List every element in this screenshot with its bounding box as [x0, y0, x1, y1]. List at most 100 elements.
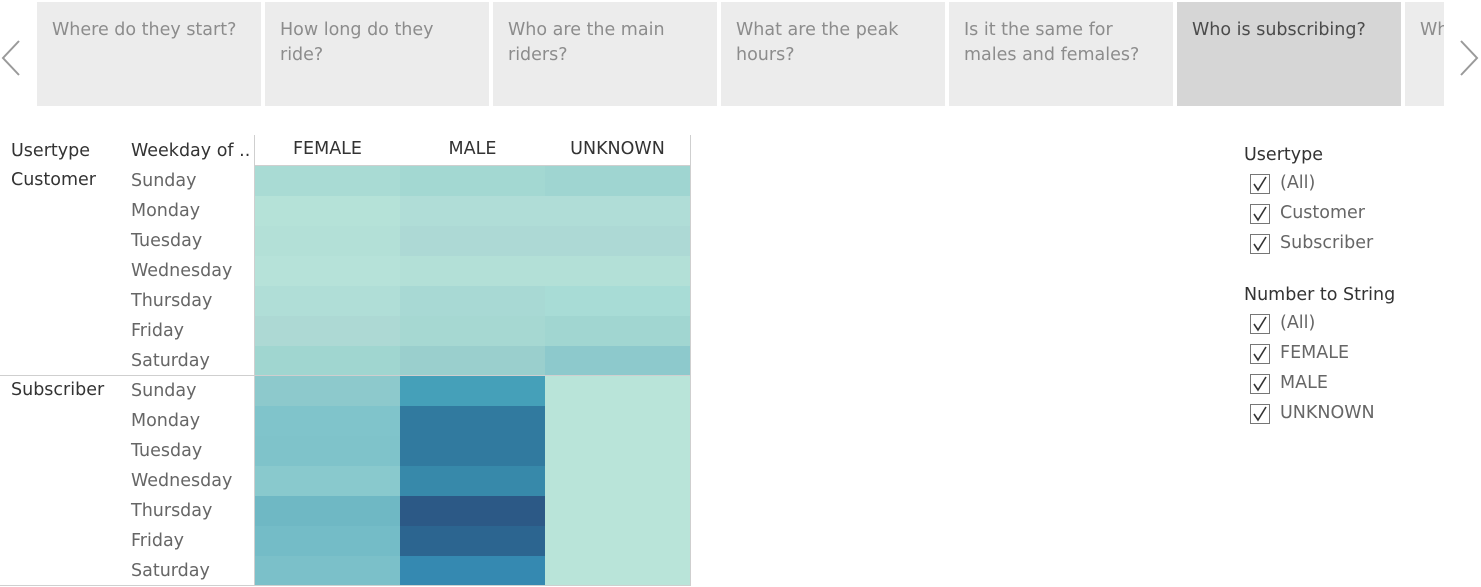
heatmap-cell[interactable]	[400, 406, 545, 436]
filter-option-label: Customer	[1280, 203, 1366, 223]
heatmap-cell[interactable]	[545, 316, 690, 346]
heatmap-cell[interactable]	[255, 196, 400, 226]
heatmap-cell[interactable]	[255, 346, 400, 376]
filter-option-label: MALE	[1280, 373, 1328, 393]
heatmap-cell[interactable]	[545, 466, 690, 496]
heatmap-cell[interactable]	[400, 556, 545, 586]
weekday-row-label[interactable]: Sunday	[131, 381, 197, 401]
heatmap-cell[interactable]	[255, 436, 400, 466]
heatmap-cell[interactable]	[400, 226, 545, 256]
header-divider	[255, 165, 691, 166]
story-point-tab[interactable]: Where do they start?	[37, 2, 261, 106]
checkbox[interactable]	[1250, 174, 1270, 194]
checkbox[interactable]	[1250, 374, 1270, 394]
bottom-border	[0, 585, 691, 586]
column-header-unknown[interactable]: UNKNOWN	[570, 139, 665, 159]
heatmap-cell[interactable]	[255, 256, 400, 286]
heatmap-cell[interactable]	[545, 556, 690, 586]
heatmap-cell[interactable]	[255, 376, 400, 406]
heatmap-cell[interactable]	[400, 436, 545, 466]
heatmap-cell[interactable]	[255, 466, 400, 496]
usertype-row-label[interactable]: Subscriber	[11, 380, 105, 400]
heatmap-cell[interactable]	[255, 526, 400, 556]
heatmap-cell[interactable]	[545, 196, 690, 226]
filter-option-label: (All)	[1280, 173, 1316, 193]
checkbox[interactable]	[1250, 204, 1270, 224]
story-point-label: What are the peak hours?	[736, 20, 899, 65]
weekday-row-label[interactable]: Friday	[131, 321, 185, 341]
group-divider	[0, 375, 691, 376]
story-point-label: Wh	[1420, 20, 1444, 40]
heatmap-cell[interactable]	[400, 346, 545, 376]
weekday-row-label[interactable]: Wednesday	[131, 261, 233, 281]
weekday-row-label[interactable]: Wednesday	[131, 471, 233, 491]
filter-option-label: (All)	[1280, 313, 1316, 333]
heatmap-cell[interactable]	[255, 556, 400, 586]
heatmap-cell[interactable]	[400, 496, 545, 526]
row-header-weekday[interactable]: Weekday of ..	[131, 141, 251, 161]
filter-option-label: Subscriber	[1280, 233, 1374, 253]
heatmap-cell[interactable]	[400, 526, 545, 556]
story-point-tab[interactable]: Who are the main riders?	[493, 2, 717, 106]
heatmap-cell[interactable]	[255, 496, 400, 526]
checkbox[interactable]	[1250, 314, 1270, 334]
usertype-row-label[interactable]: Customer	[11, 170, 97, 190]
heatmap-cell[interactable]	[545, 376, 690, 406]
story-point-tab[interactable]: What are the peak hours?	[721, 2, 945, 106]
weekday-row-label[interactable]: Monday	[131, 201, 201, 221]
weekday-row-label[interactable]: Thursday	[131, 291, 213, 311]
story-point-tab[interactable]: Who is subscribing?	[1177, 2, 1401, 106]
story-point-label: Where do they start?	[52, 20, 237, 40]
heatmap-cell[interactable]	[545, 166, 690, 196]
heatmap-cell[interactable]	[400, 316, 545, 346]
story-point-label: Is it the same for males and females?	[964, 20, 1140, 65]
heatmap-cell[interactable]	[255, 226, 400, 256]
heatmap-cell[interactable]	[255, 406, 400, 436]
heatmap-cell[interactable]	[545, 286, 690, 316]
checkbox[interactable]	[1250, 404, 1270, 424]
checkbox[interactable]	[1250, 344, 1270, 364]
filter-option-label: UNKNOWN	[1280, 403, 1375, 423]
weekday-row-label[interactable]: Friday	[131, 531, 185, 551]
heatmap-cell[interactable]	[400, 376, 545, 406]
story-point-tab[interactable]: How long do they ride?	[265, 2, 489, 106]
chevron-left-icon[interactable]	[0, 38, 22, 78]
right-border	[690, 135, 691, 586]
weekday-row-label[interactable]: Thursday	[131, 501, 213, 521]
heatmap-cell[interactable]	[400, 286, 545, 316]
heatmap-cell[interactable]	[545, 406, 690, 436]
weekday-row-label[interactable]: Saturday	[131, 351, 210, 371]
heatmap-cell[interactable]	[545, 436, 690, 466]
heatmap-cell[interactable]	[545, 226, 690, 256]
heatmap-cell[interactable]	[545, 526, 690, 556]
weekday-row-label[interactable]: Sunday	[131, 171, 197, 191]
heatmap-cell[interactable]	[400, 166, 545, 196]
story-navigator: Where do they start? How long do they rid…	[37, 0, 1444, 106]
heatmap-cell[interactable]	[255, 316, 400, 346]
row-header-usertype[interactable]: Usertype	[11, 141, 90, 161]
weekday-row-label[interactable]: Tuesday	[131, 441, 203, 461]
story-point-tab[interactable]: Is it the same for males and females?	[949, 2, 1173, 106]
filter-title: Number to String	[1244, 285, 1396, 305]
heatmap-cell[interactable]	[255, 166, 400, 196]
weekday-row-label[interactable]: Tuesday	[131, 231, 203, 251]
heatmap-cell[interactable]	[400, 466, 545, 496]
chevron-right-icon[interactable]	[1458, 38, 1480, 78]
heatmap-cell[interactable]	[545, 256, 690, 286]
story-point-label: Who is subscribing?	[1192, 20, 1366, 40]
story-point-tab[interactable]: Wh	[1405, 2, 1444, 106]
column-header-female[interactable]: FEMALE	[292, 139, 362, 159]
heatmap-cell[interactable]	[545, 346, 690, 376]
heatmap-cell[interactable]	[545, 496, 690, 526]
filter-title: Usertype	[1244, 145, 1323, 165]
vertical-divider	[254, 135, 255, 586]
weekday-row-label[interactable]: Monday	[131, 411, 201, 431]
column-header-male[interactable]: MALE	[448, 139, 497, 159]
checkbox[interactable]	[1250, 234, 1270, 254]
story-point-label: Who are the main riders?	[508, 20, 665, 65]
heatmap-cell[interactable]	[400, 256, 545, 286]
heatmap-cell[interactable]	[255, 286, 400, 316]
filter-option-label: FEMALE	[1280, 343, 1350, 363]
heatmap-cell[interactable]	[400, 196, 545, 226]
weekday-row-label[interactable]: Saturday	[131, 561, 210, 581]
